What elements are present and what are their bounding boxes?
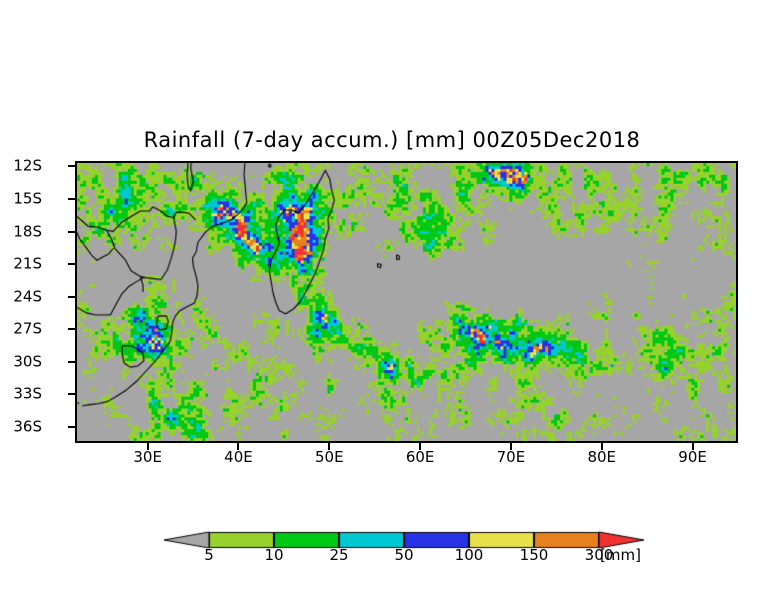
x-tick-label-50E: 50E	[315, 448, 344, 466]
x-tick-mark	[600, 443, 603, 450]
x-tick-label-60E: 60E	[405, 448, 435, 466]
colorbar-tick-50: 50	[394, 546, 414, 564]
y-tick-label-24S: 24S	[13, 287, 42, 306]
colorbar-tick-150: 150	[519, 546, 549, 564]
colorbar-tick-25: 25	[329, 546, 349, 564]
x-tick-label-70E: 70E	[496, 448, 526, 466]
y-tick-mark	[68, 393, 75, 396]
y-tick-mark	[68, 230, 75, 233]
colorbar-tick-5: 5	[204, 546, 214, 564]
rainfall-map-plot	[75, 161, 738, 443]
x-tick-mark	[509, 443, 512, 450]
colorbar	[163, 529, 645, 551]
x-tick-label-90E: 90E	[678, 448, 707, 466]
y-tick-label-15S: 15S	[13, 189, 42, 208]
x-tick-mark	[328, 443, 331, 450]
y-tick-mark	[68, 328, 75, 331]
y-tick-label-33S: 33S	[13, 384, 42, 403]
x-tick-label-40E: 40E	[224, 448, 253, 466]
y-tick-label-12S: 12S	[13, 156, 42, 175]
y-tick-mark	[68, 197, 75, 200]
x-tick-mark	[237, 443, 240, 450]
x-tick-mark	[691, 443, 694, 450]
y-tick-mark	[68, 295, 75, 298]
x-tick-mark	[146, 443, 149, 450]
colorbar-unit-label: [mm]	[600, 546, 641, 564]
x-tick-mark	[419, 443, 422, 450]
coastline-overlay-canvas	[77, 163, 736, 441]
y-tick-mark	[68, 165, 75, 168]
colorbar-tick-100: 100	[454, 546, 484, 564]
x-tick-label-80E: 80E	[587, 448, 617, 466]
colorbar-tick-10: 10	[264, 546, 284, 564]
colorbar-tick-300: 300	[584, 546, 614, 564]
y-tick-mark	[68, 263, 75, 266]
y-tick-label-21S: 21S	[13, 254, 42, 273]
y-tick-label-36S: 36S	[13, 417, 42, 436]
y-tick-label-18S: 18S	[13, 222, 42, 240]
x-tick-label-30E: 30E	[133, 448, 162, 466]
y-tick-label-27S: 27S	[13, 319, 42, 338]
y-tick-label-30S: 30S	[13, 352, 42, 371]
page-title: Rainfall (7-day accum.) [mm] 00Z05Dec201…	[143, 128, 641, 152]
y-tick-mark	[68, 425, 75, 428]
y-tick-mark	[68, 360, 75, 363]
